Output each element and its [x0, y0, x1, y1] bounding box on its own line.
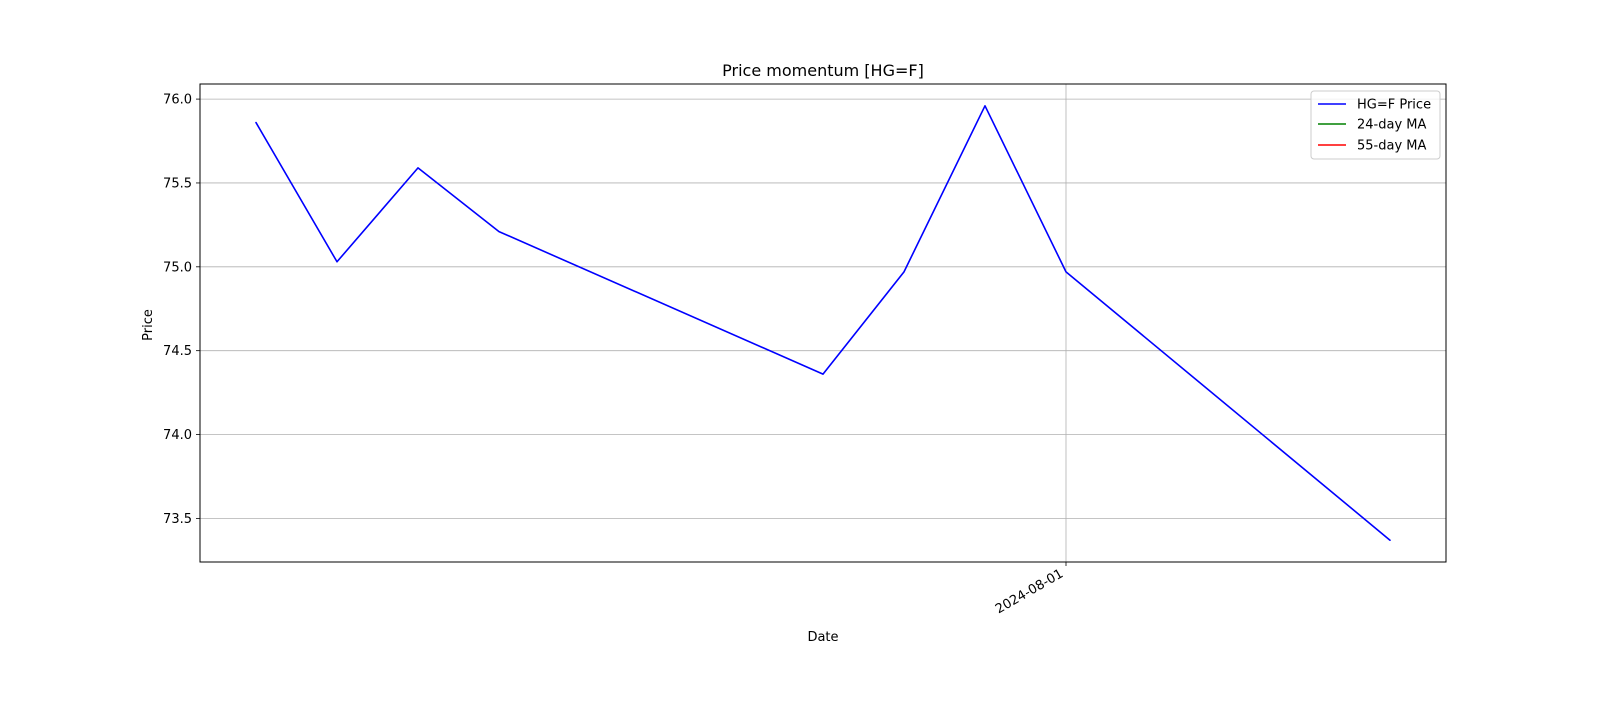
legend-label-ma55: 55-day MA [1357, 139, 1426, 154]
chart-title: Price momentum [HG=F] [722, 61, 924, 80]
y-tick-label: 73.5 [163, 512, 192, 527]
y-tick-label: 75.5 [163, 176, 192, 191]
y-axis-label: Price [141, 309, 156, 341]
x-tick-label: 2024-08-01 [993, 566, 1066, 617]
y-tick-label: 76.0 [163, 93, 192, 108]
series-line-hg-f-price [255, 105, 1391, 542]
y-tick-label: 74.0 [163, 428, 192, 443]
plot-area-frame [199, 83, 1447, 563]
legend-label-price: HG=F Price [1357, 98, 1431, 113]
legend: HG=F Price 24-day MA 55-day MA [1310, 90, 1441, 160]
y-tick-label: 75.0 [163, 260, 192, 275]
x-axis-label: Date [807, 630, 838, 645]
y-axis-ticks: 73.5 74.0 74.5 75.0 75.5 76.0 [163, 93, 200, 527]
grid-lines [200, 84, 1446, 562]
legend-label-ma24: 24-day MA [1357, 118, 1426, 133]
series-lines [255, 105, 1391, 542]
y-tick-label: 74.5 [163, 344, 192, 359]
legend-box [1310, 90, 1441, 160]
x-axis-ticks: 2024-08-01 [993, 562, 1067, 617]
